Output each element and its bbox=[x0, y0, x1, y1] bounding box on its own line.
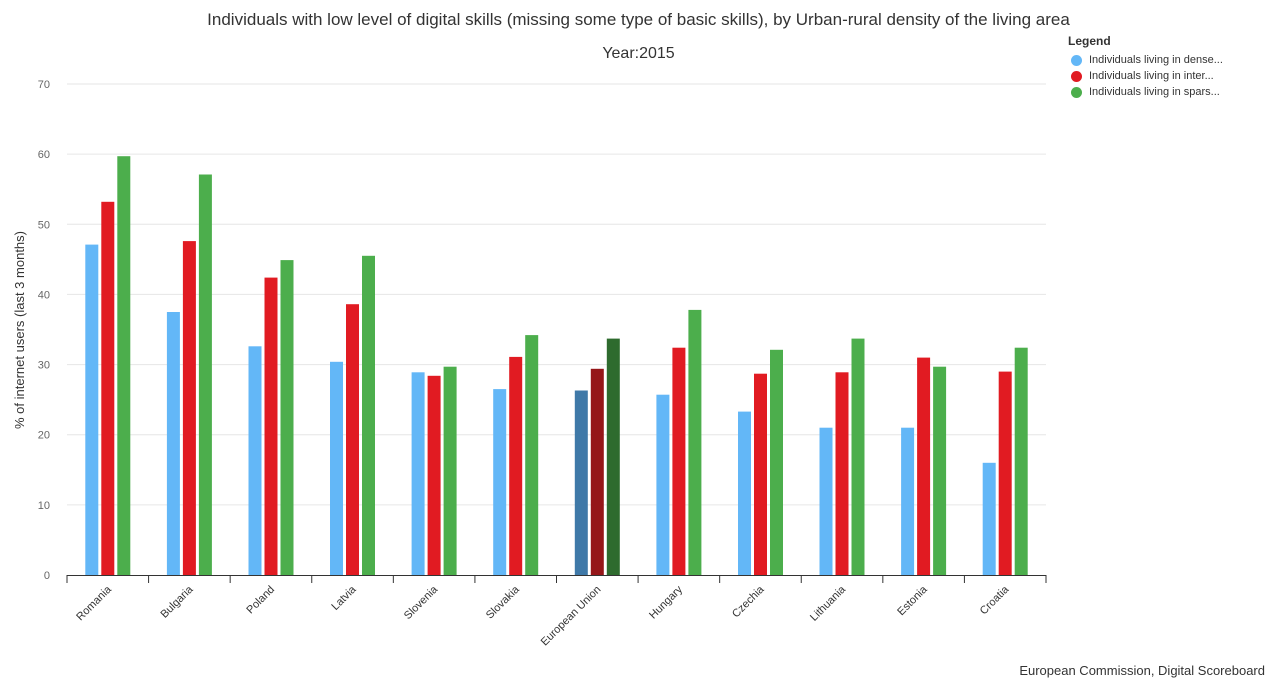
bar[interactable] bbox=[754, 373, 767, 575]
y-tick-label: 20 bbox=[38, 430, 50, 442]
x-tick-label: Bulgaria bbox=[158, 583, 196, 621]
y-axis-title: % of internet users (last 3 months) bbox=[12, 231, 27, 429]
bar[interactable] bbox=[248, 346, 262, 575]
bar[interactable] bbox=[264, 277, 278, 575]
bar[interactable] bbox=[672, 347, 686, 575]
bar[interactable] bbox=[493, 389, 507, 575]
x-tick-label: Romania bbox=[74, 583, 114, 623]
bar[interactable] bbox=[280, 260, 294, 575]
bar[interactable] bbox=[85, 244, 99, 575]
legend-label-dense: Individuals living in dense... bbox=[1089, 54, 1223, 66]
y-tick-label: 60 bbox=[38, 149, 50, 161]
legend-label-intermediate: Individuals living in inter... bbox=[1089, 70, 1214, 82]
bar[interactable] bbox=[182, 241, 196, 575]
x-tick-label: Lithuania bbox=[808, 583, 849, 624]
legend-dot-sparse-icon bbox=[1071, 86, 1082, 98]
x-tick-label: European Union bbox=[539, 584, 604, 649]
bar[interactable] bbox=[1014, 347, 1028, 575]
bar[interactable] bbox=[525, 335, 539, 575]
bar[interactable] bbox=[835, 372, 849, 575]
x-tick-label: Czechia bbox=[730, 583, 767, 620]
chart-subtitle: Year:2015 bbox=[602, 45, 675, 62]
bar[interactable] bbox=[917, 357, 931, 575]
legend-dot-dense-icon bbox=[1071, 54, 1082, 66]
gridlines bbox=[67, 83, 1046, 506]
y-tick-label: 70 bbox=[38, 79, 50, 91]
x-tick-label: Slovakia bbox=[484, 583, 523, 622]
chart-title: Individuals with low level of digital sk… bbox=[207, 10, 1070, 29]
x-tick-label: Hungary bbox=[647, 583, 685, 621]
x-tick-label: Latvia bbox=[329, 583, 359, 613]
y-axis-ticks: 0 10 20 30 40 50 60 70 bbox=[38, 79, 50, 582]
bars bbox=[85, 156, 1028, 576]
bar[interactable] bbox=[982, 462, 996, 575]
bar[interactable] bbox=[819, 427, 833, 575]
bar[interactable] bbox=[346, 304, 359, 575]
bar[interactable] bbox=[851, 338, 865, 575]
x-tick-label: Estonia bbox=[895, 583, 930, 618]
x-tick-label: Poland bbox=[244, 584, 277, 617]
bar[interactable] bbox=[101, 201, 115, 576]
y-tick-label: 30 bbox=[38, 360, 50, 372]
y-tick-label: 50 bbox=[38, 219, 50, 231]
legend-item-sparse[interactable]: Individuals living in spars... bbox=[1068, 84, 1273, 100]
x-axis: Romania Bulgaria Poland Latvia Slovenia Slova… bbox=[66, 575, 1047, 649]
legend-dot-intermediate-icon bbox=[1071, 70, 1082, 82]
y-tick-label: 10 bbox=[38, 500, 50, 512]
bar[interactable] bbox=[166, 312, 180, 575]
bar[interactable] bbox=[362, 255, 375, 576]
bar[interactable] bbox=[574, 390, 588, 576]
legend-title: Legend bbox=[1068, 34, 1111, 48]
bar[interactable] bbox=[427, 375, 441, 575]
x-tick-label: Croatia bbox=[978, 583, 1012, 617]
bar[interactable] bbox=[198, 174, 212, 576]
bar[interactable] bbox=[933, 366, 947, 575]
bar[interactable] bbox=[998, 371, 1012, 575]
legend: Legend Individuals living in dense... In… bbox=[1068, 34, 1273, 100]
bar[interactable] bbox=[443, 366, 457, 575]
legend-item-dense[interactable]: Individuals living in dense... bbox=[1068, 52, 1273, 68]
bar[interactable] bbox=[590, 368, 604, 575]
legend-item-intermediate[interactable]: Individuals living in inter... bbox=[1068, 68, 1273, 84]
bar[interactable] bbox=[411, 372, 425, 575]
bar[interactable] bbox=[330, 361, 343, 575]
bar[interactable] bbox=[901, 427, 915, 575]
bar[interactable] bbox=[509, 356, 523, 575]
y-tick-label: 0 bbox=[44, 570, 50, 582]
y-tick-label: 40 bbox=[38, 289, 50, 301]
bar[interactable] bbox=[656, 394, 670, 575]
bar[interactable] bbox=[606, 338, 620, 575]
credit-text[interactable]: European Commission, Digital Scoreboard bbox=[1019, 663, 1265, 678]
x-tick-label: Slovenia bbox=[402, 583, 441, 622]
bar[interactable] bbox=[117, 156, 131, 575]
bar[interactable] bbox=[770, 349, 783, 575]
bar[interactable] bbox=[738, 411, 751, 575]
legend-label-sparse: Individuals living in spars... bbox=[1089, 86, 1220, 98]
bar[interactable] bbox=[688, 309, 702, 575]
